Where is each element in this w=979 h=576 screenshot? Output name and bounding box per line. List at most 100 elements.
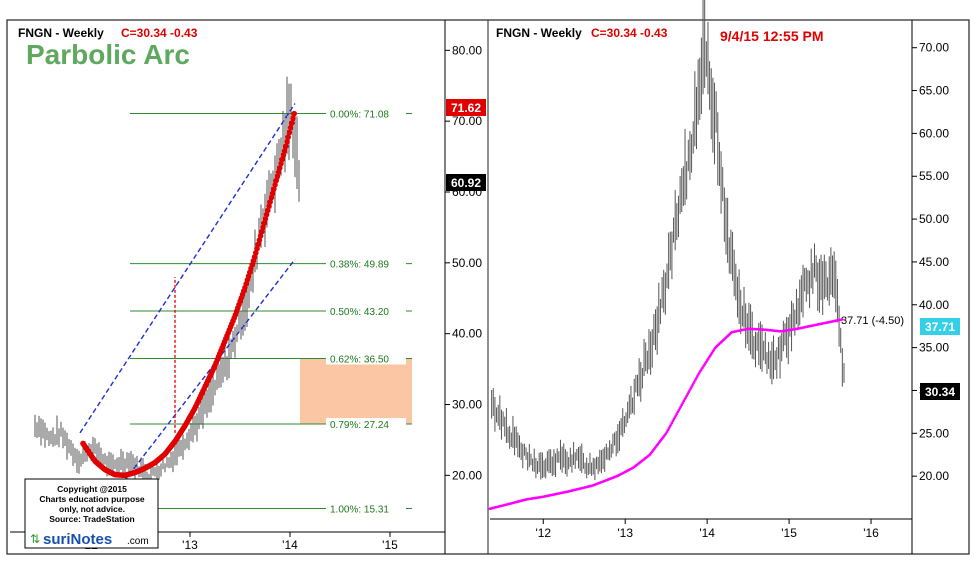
arc-dot-159 [271,186,277,192]
left-symbol-label: FNGN - Weekly [18,26,104,40]
arc-dot-151 [261,220,268,226]
right-xtick-1: '13 [617,526,633,540]
arc-dot-172 [286,129,293,136]
ma-dot-358 [840,318,844,321]
fib-label-1: 0.38%: 49.89 [330,260,389,271]
arc-dot-146 [255,241,261,248]
right-ytick-5: 45.00 [919,255,949,269]
right-xtick-3: '15 [781,526,797,540]
arc-dot-168 [281,148,288,154]
moving-average-line [488,318,844,511]
ma-tag-bg [920,318,960,335]
arc-dot-148 [257,233,264,239]
left-ytick-0: 20.00 [452,468,482,482]
right-symbol-label: FNGN - Weekly [496,26,582,40]
ma-value-label: 37.71 (-4.50) [841,315,904,327]
last-price-tag-bg [446,99,486,116]
left-ytick-1: 30.00 [452,398,482,412]
arc-dot-176 [291,110,298,117]
right-xtick-4: '16 [863,526,879,540]
copyright-box: Copyright @2015 Charts education purpose… [24,478,159,549]
timestamp-label: 9/4/15 12:55 PM [720,28,824,44]
copyright-line-1: Copyright @2015 [57,484,127,494]
right-xtick-2: '14 [699,526,715,540]
right-y-tick-labels: 20.0025.0030.0035.0040.0045.0050.0055.00… [912,41,949,483]
arc-dot-162 [274,173,281,180]
fib-label-bg-3 [326,352,406,365]
left-price-bars [34,76,300,485]
arc-dot-149 [259,228,265,235]
left-xtick-3: '15 [382,538,398,552]
arc-dot-155 [266,203,272,209]
fib-label-5: 1.00%: 15.31 [330,505,389,516]
arc-dot-153 [263,211,270,218]
right-chart-panel: 20.0025.0030.0035.0040.0045.0050.0055.00… [488,0,960,554]
arc-dot-157 [268,194,275,201]
arc-dot-165 [278,160,284,167]
arc-dot-161 [273,177,280,184]
fib-label-bg-1 [326,257,406,270]
right-ytick-4: 40.00 [919,298,949,312]
target-zone-box [300,358,412,425]
right-ytick-7: 55.00 [919,169,949,183]
arc-dot-150 [260,224,266,231]
arc-dot-160 [272,182,278,188]
left-ytick-3: 50.00 [452,256,482,270]
up-down-arrow-icon: ⇅ [30,532,40,546]
right-ytick-3: 35.00 [919,341,949,355]
copyright-line-2: Charts education purpose [39,494,145,504]
parabolic-arc [80,110,298,479]
arc-dot-147 [256,237,263,243]
arc-dot-154 [265,207,271,214]
arc-dot-167 [280,152,287,158]
ma-tag: 37.71 [925,320,955,334]
right-x-tick-labels: '12 '13 '14 '15 '16 [535,519,879,540]
arc-dot-144 [253,250,259,256]
right-close-tag-bg [920,383,960,400]
arc-dot-152 [262,216,269,222]
arc-dot-163 [275,169,282,175]
surinotes-logo-suffix: .com [127,536,149,547]
arc-dot-171 [285,134,292,140]
right-ytick-6: 50.00 [919,212,949,226]
fibonacci-levels: 0.00%: 71.08 0.38%: 49.89 0.50%: 43.20 0.62… [130,107,412,516]
right-xtick-0: '12 [535,526,551,540]
left-close-tag: 60.92 [451,176,481,190]
arc-dot-174 [289,120,295,126]
copyright-line-3: only, not advice. [59,504,125,514]
right-ytick-8: 60.00 [919,126,949,140]
copyright-line-4: Source: TradeStation [49,514,135,524]
last-price-tag: 71.62 [451,101,481,115]
left-xtick-2: '14 [282,538,298,552]
right-close-tag: 30.34 [925,385,955,399]
arc-dot-164 [277,165,283,171]
arc-dot-175 [290,115,296,122]
arc-dot-170 [284,138,290,145]
left-chart-panel: 0.00%: 71.08 0.38%: 49.89 0.50%: 43.20 0.62… [10,20,486,554]
left-ytick-2: 40.00 [452,327,482,341]
surinotes-logo: suriNotes [43,531,112,548]
right-ytick-10: 70.00 [919,41,949,55]
right-ytick-0: 20.00 [919,469,949,483]
left-ytick-6: 80.00 [452,43,482,57]
right-quote-label: C=30.34 -0.43 [591,26,668,40]
left-xtick-1: '13 [182,538,198,552]
channel-upper-line [79,103,296,434]
right-price-bars [491,0,845,481]
arc-dot-156 [267,199,274,205]
right-ytick-1: 25.00 [919,426,949,440]
arc-dot-169 [283,143,289,150]
fib-label-bg-0 [326,107,406,120]
arc-dot-145 [254,245,260,252]
arc-dot-158 [269,190,276,197]
left-ytick-5: 70.00 [452,114,482,128]
fib-label-bg-5 [326,502,406,515]
fib-label-bg-4 [326,418,406,431]
left-quote-label: C=30.34 -0.43 [121,26,198,40]
arc-dot-166 [279,156,286,163]
left-close-tag-bg [446,174,486,191]
right-ytick-9: 65.00 [919,84,949,98]
fib-label-0: 0.00%: 71.08 [330,110,389,121]
